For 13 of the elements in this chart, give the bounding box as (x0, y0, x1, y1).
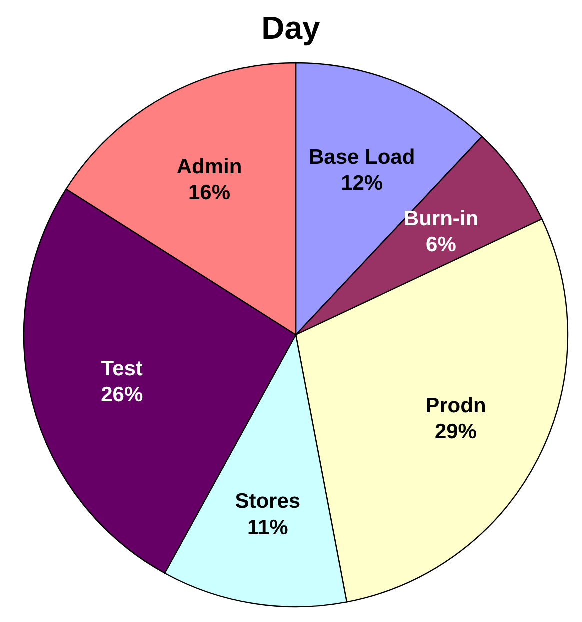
data-label: 26% (101, 384, 144, 407)
data-label: 12% (341, 172, 384, 196)
slice-label: Prodn (426, 394, 486, 418)
slice-label: Test (101, 357, 143, 380)
data-label: 6% (426, 234, 457, 257)
data-label: 11% (247, 516, 289, 540)
slice-label: Stores (235, 490, 301, 514)
slice-label: Burn-in (404, 207, 479, 230)
data-label: 16% (188, 182, 231, 205)
data-label: 29% (434, 420, 478, 444)
slice-label: Admin (176, 155, 242, 178)
chart-title: Day (260, 9, 322, 48)
slice-label: Base Load (308, 146, 416, 169)
